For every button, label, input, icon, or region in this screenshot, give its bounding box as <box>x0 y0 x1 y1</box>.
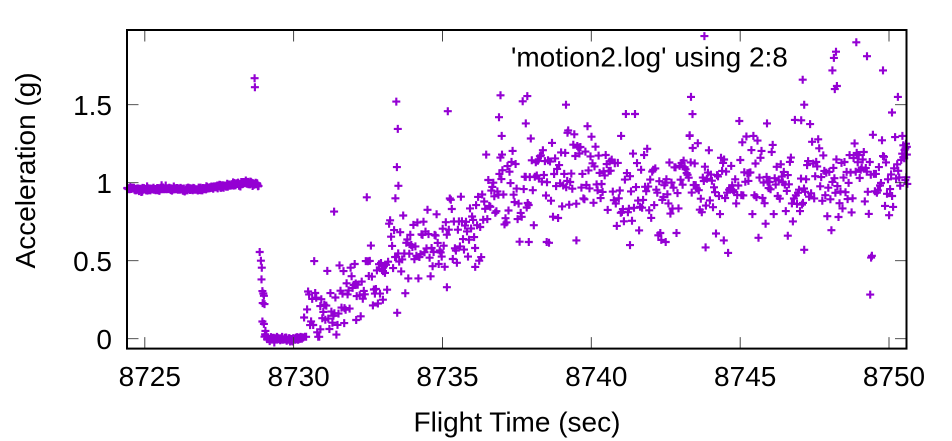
svg-text:1.5: 1.5 <box>73 90 112 121</box>
svg-text:0.5: 0.5 <box>73 246 112 277</box>
svg-text:8750: 8750 <box>863 361 925 392</box>
svg-text:8725: 8725 <box>119 361 181 392</box>
svg-text:Flight Time (sec): Flight Time (sec) <box>414 406 621 437</box>
svg-text:8740: 8740 <box>565 361 627 392</box>
svg-text:0: 0 <box>96 324 112 355</box>
svg-text:Acceleration (g): Acceleration (g) <box>10 72 41 268</box>
svg-text:8730: 8730 <box>267 361 329 392</box>
svg-text:1: 1 <box>96 168 112 199</box>
svg-text:8735: 8735 <box>416 361 478 392</box>
svg-text:8745: 8745 <box>714 361 776 392</box>
svg-text:'motion2.log' using 2:8: 'motion2.log' using 2:8 <box>511 41 788 72</box>
